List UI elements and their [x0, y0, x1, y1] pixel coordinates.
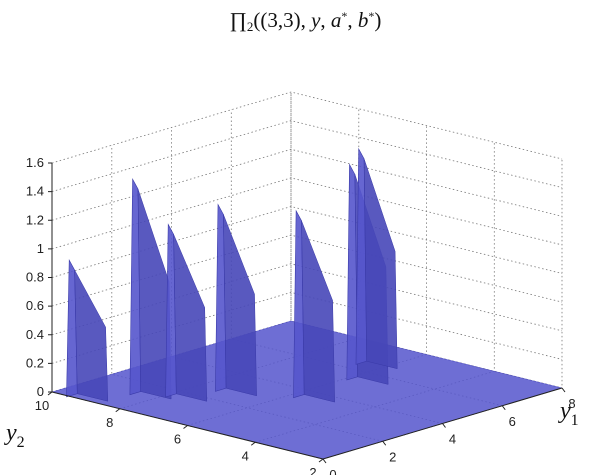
y-tick-label: 8 — [106, 415, 113, 430]
z-tick-label: 1.2 — [26, 212, 44, 227]
grid-line — [52, 149, 562, 220]
surface-spike-face — [302, 221, 335, 402]
z-tick-label: 1.4 — [26, 184, 44, 199]
z-tick-label: 0.6 — [26, 298, 44, 313]
x-tick-label: 0 — [329, 467, 336, 475]
y-tick-label: 10 — [35, 398, 49, 413]
y-tick-mark — [251, 442, 255, 445]
surface-spike-face — [364, 159, 397, 369]
surface — [52, 149, 562, 459]
x-tick-label: 4 — [449, 432, 456, 447]
x-tick-mark — [383, 441, 386, 445]
z-tick-label: 0.8 — [26, 270, 44, 285]
z-tick-label: 0.4 — [26, 327, 44, 342]
y-axis-label: y2 — [4, 420, 25, 451]
surface-spike-face — [174, 234, 207, 401]
z-tick-label: 0 — [37, 384, 44, 399]
surface-spike-face — [75, 270, 108, 401]
z-tick-label: 0.2 — [26, 355, 44, 370]
x-tick-mark — [443, 424, 446, 428]
y-tick-label: 6 — [174, 432, 181, 447]
x-tick-label: 2 — [389, 449, 396, 464]
z-tick-label: 1.6 — [26, 155, 44, 170]
surface-spike-face — [223, 214, 256, 395]
grid-line — [52, 92, 562, 163]
y-tick-label: 2 — [309, 465, 316, 475]
y-tick-mark — [116, 409, 120, 412]
x-tick-mark — [323, 459, 326, 463]
x-tick-mark — [502, 406, 505, 410]
z-tick-label: 1 — [37, 241, 44, 256]
x-tick-label: 6 — [509, 414, 516, 429]
x-tick-mark — [562, 388, 565, 392]
grid-line — [52, 121, 562, 192]
y-tick-mark — [184, 426, 188, 429]
y-tick-label: 4 — [242, 448, 249, 463]
y-tick-mark — [319, 459, 323, 462]
